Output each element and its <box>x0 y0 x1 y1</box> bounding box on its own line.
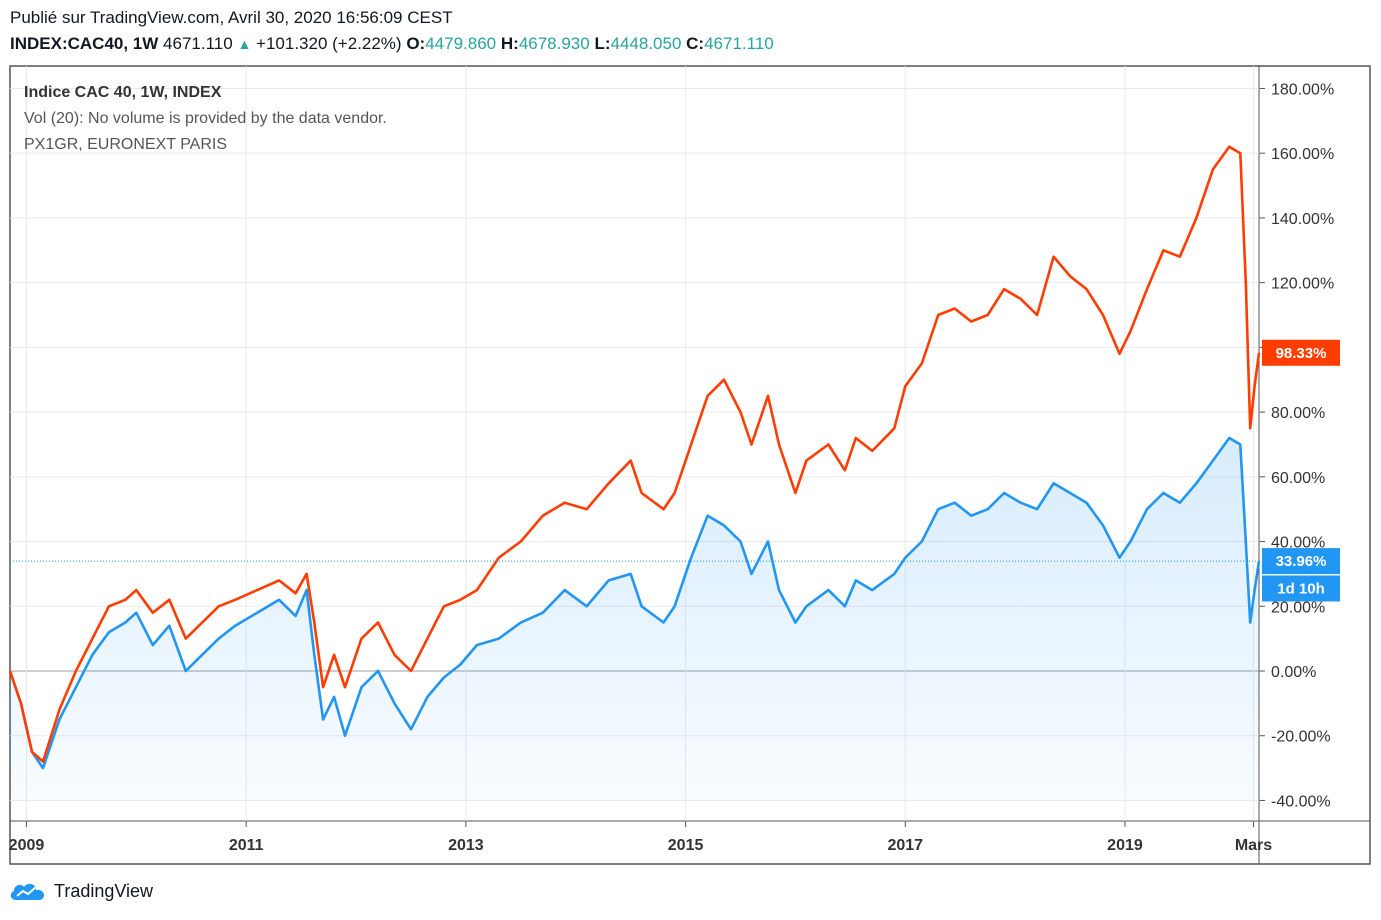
x-tick-label: 2015 <box>668 837 704 854</box>
x-tick-label: 2009 <box>9 837 45 854</box>
price-label: 1d 10h <box>1277 580 1325 597</box>
x-tick-label: 2011 <box>229 837 264 854</box>
y-tick-label: -40.00% <box>1271 793 1331 810</box>
low-value: 4448.050 <box>610 34 682 53</box>
y-tick-label: 0.00% <box>1271 664 1316 681</box>
x-tick-label: 2017 <box>887 837 923 854</box>
y-tick-label: 60.00% <box>1271 470 1325 487</box>
open-label: O: <box>406 34 426 53</box>
y-tick-label: 180.00% <box>1271 81 1334 98</box>
high-label: H: <box>500 34 519 53</box>
y-tick-label: 160.00% <box>1271 146 1334 163</box>
price-label-box <box>1262 548 1340 575</box>
brand-name: TradingView <box>54 880 154 901</box>
chart-frame <box>9 65 1371 865</box>
price-label-box <box>1262 575 1340 602</box>
cloud-logo-icon <box>10 883 45 900</box>
price-label-box <box>1262 339 1340 366</box>
chart-legend: Indice CAC 40, 1W, INDEX Vol (20): No vo… <box>24 80 387 158</box>
last-price: 4671.110 <box>163 34 233 53</box>
x-tick-label: 2019 <box>1107 837 1143 854</box>
tradingview-brand[interactable]: TradingView <box>8 880 153 902</box>
legend-main-series[interactable]: Indice CAC 40, 1W, INDEX <box>24 84 222 101</box>
published-note: Publié sur TradingView.com, Avril 30, 20… <box>10 8 453 27</box>
legend-volume-note: Vol (20): No volume is provided by the d… <box>24 110 387 127</box>
open-value: 4479.860 <box>425 34 497 53</box>
y-tick-label: 20.00% <box>1271 599 1325 616</box>
close-value: 4671.110 <box>704 34 774 53</box>
legend-compare-series[interactable]: PX1GR, EURONEXT PARIS <box>24 136 228 153</box>
series-line-px1gr[interactable] <box>8 145 1261 763</box>
x-tick-label: 2013 <box>448 837 484 854</box>
y-tick-label: 80.00% <box>1271 405 1325 422</box>
up-triangle-icon: ▲ <box>237 36 252 52</box>
symbol-label[interactable]: INDEX:CAC40, 1W <box>10 34 159 53</box>
y-tick-label: 120.00% <box>1271 276 1334 293</box>
symbol-info-bar: INDEX:CAC40, 1W 4671.110 ▲ +101.320 (+2.… <box>10 34 774 54</box>
price-label: 33.96% <box>1276 553 1327 570</box>
y-tick-label: 140.00% <box>1271 211 1334 228</box>
series-area-cac40 <box>10 438 1259 800</box>
close-label: C: <box>686 34 705 53</box>
price-label: 98.33% <box>1276 345 1327 362</box>
y-tick-label: 40.00% <box>1271 535 1325 552</box>
high-value: 4678.930 <box>518 34 590 53</box>
y-tick-label: -20.00% <box>1271 729 1331 746</box>
x-tick-label: Mars <box>1235 837 1272 854</box>
series-line-cac40[interactable] <box>8 436 1261 770</box>
price-change: +101.320 (+2.22%) <box>256 34 402 53</box>
low-label: L: <box>594 34 611 53</box>
